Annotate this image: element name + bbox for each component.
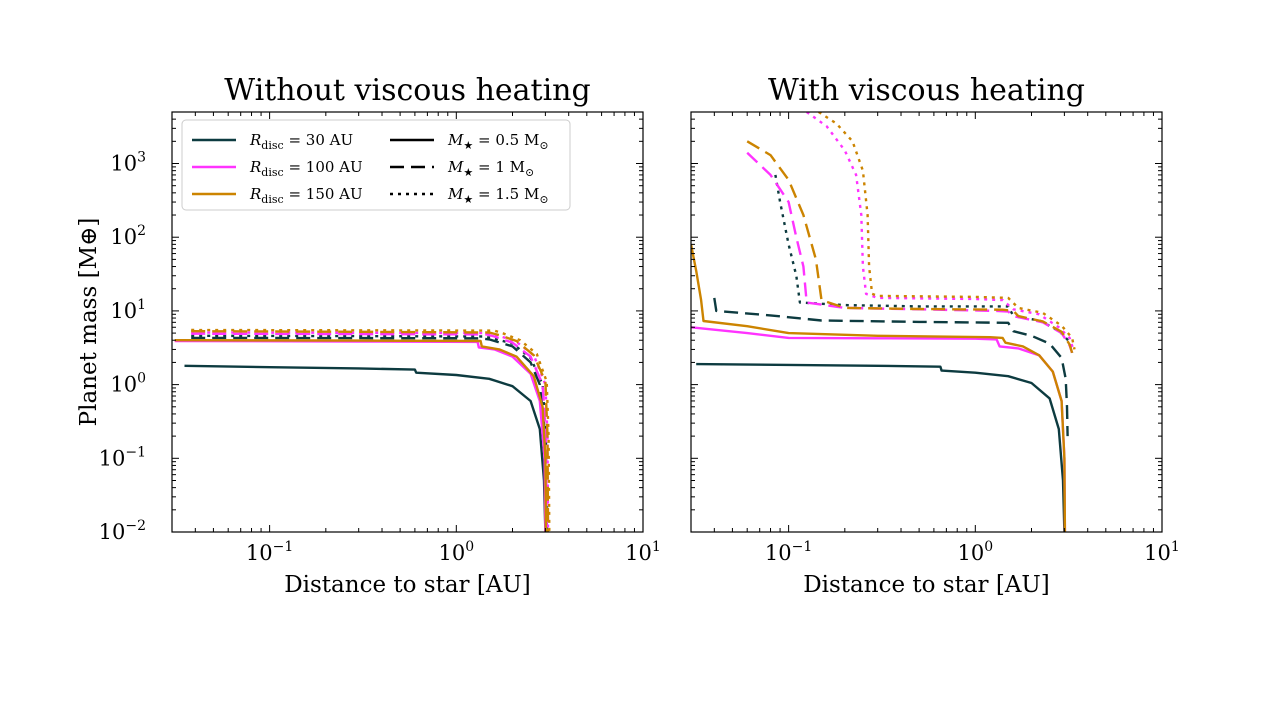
- legend-label-disc-2: Rdisc = 100 AU: [249, 158, 363, 179]
- x-tick-label: 10−1: [765, 539, 812, 565]
- legend-label-disc-1: Rdisc = 30 AU: [249, 131, 353, 152]
- legend-label-star-1: M★ = 0.5 M⊙: [447, 131, 549, 152]
- panel-2: 10−1 100 101 With viscous heating Distance t…: [690, 73, 1180, 598]
- series-group: [174, 328, 551, 532]
- y-tick-label: 10−1: [99, 444, 146, 470]
- y-tick-label: 10−2: [99, 518, 146, 544]
- legend-label-star-3: M★ = 1.5 M⊙: [447, 185, 549, 206]
- series-line-7: [174, 339, 548, 532]
- chart-title: Without viscous heating: [224, 73, 590, 108]
- series-line-9: [191, 328, 551, 532]
- legend-label-star-2: M★ = 1 M⊙: [447, 158, 534, 179]
- series-line-1: [696, 362, 1066, 532]
- series-line-8: [746, 140, 1074, 354]
- x-tick-label: 101: [625, 539, 661, 565]
- chart-title: With viscous heating: [768, 73, 1085, 108]
- legend-box: [181, 119, 571, 211]
- x-tick-label: 100: [438, 539, 474, 565]
- x-axis-label: Distance to star [AU]: [284, 572, 531, 598]
- x-axis-label: Distance to star [AU]: [803, 572, 1050, 598]
- x-tick-label: 10−1: [246, 539, 293, 565]
- series-line-8: [191, 330, 550, 532]
- panel-1: 10−1 100 101 10−2 10−1 100 101 102 103 Without vi…: [76, 73, 661, 598]
- x-tick-label: 101: [1144, 539, 1180, 565]
- series-line-5: [191, 332, 548, 532]
- series-line-7: [691, 244, 1067, 532]
- y-tick-label: 101: [110, 297, 146, 323]
- y-tick-label: 100: [110, 371, 146, 397]
- y-tick-label: 102: [110, 223, 146, 249]
- legend-label-disc-3: Rdisc = 150 AU: [249, 185, 363, 206]
- y-tick-label: 103: [110, 150, 146, 176]
- x-tick-label: 100: [957, 539, 993, 565]
- series-group: [691, 112, 1076, 532]
- series-line-2: [713, 297, 1069, 437]
- series-line-6: [806, 112, 1075, 350]
- y-axis-label: Planet mass [M⊕]: [76, 218, 102, 427]
- legend: Rdisc = 30 AU Rdisc = 100 AU Rdisc = 150 A…: [181, 119, 571, 211]
- series-line-1: [184, 364, 547, 532]
- series-line-3: [774, 174, 1074, 354]
